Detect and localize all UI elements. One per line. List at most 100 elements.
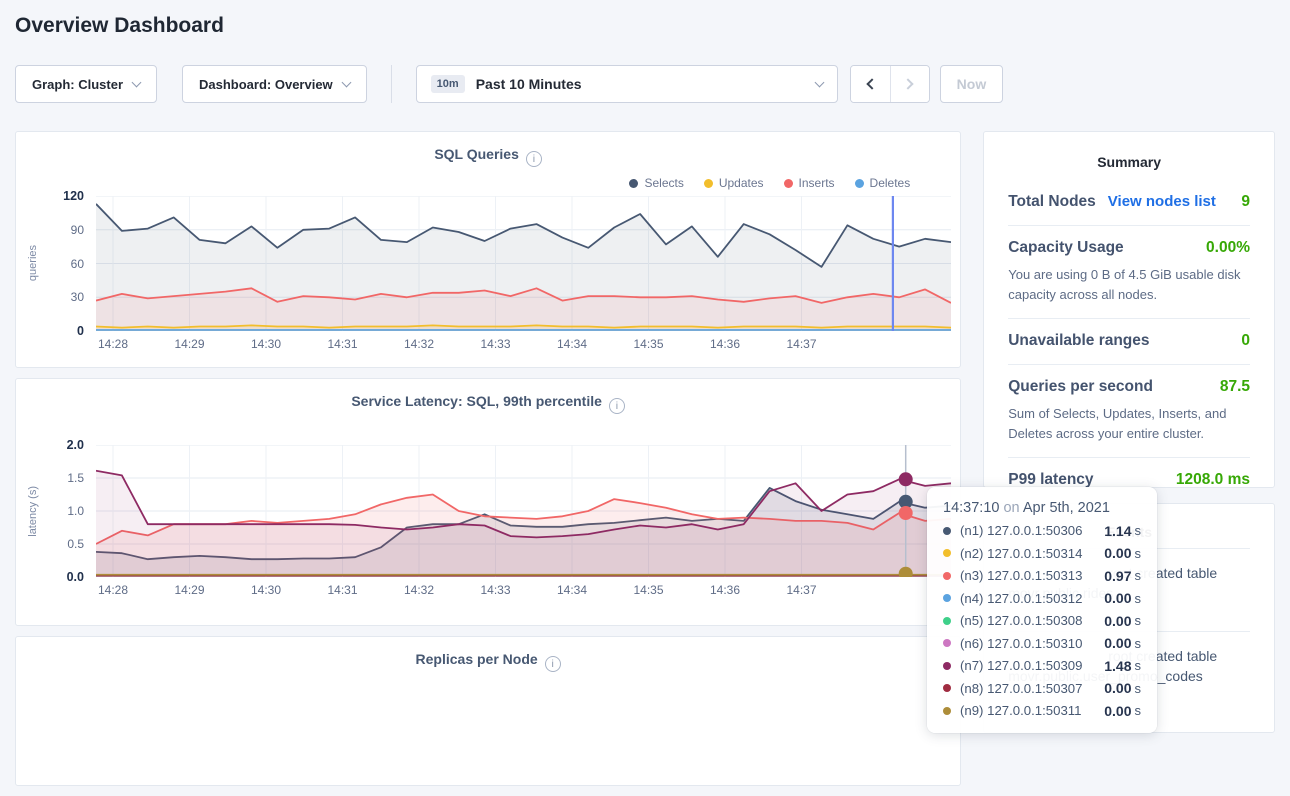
x-axis-tick: 14:31 <box>327 337 358 351</box>
tooltip-timestamp: 14:37:10 on Apr 5th, 2021 <box>943 500 1110 516</box>
y-axis-tick: 0.0 <box>66 570 84 584</box>
dashboard-controls: Graph: Cluster Dashboard: Overview 10m P… <box>15 65 1275 103</box>
summary-row-label: Capacity Usage <box>1008 239 1124 256</box>
x-axis-tick: 14:28 <box>97 337 129 351</box>
x-axis-tick: 14:29 <box>174 337 205 351</box>
x-axis-tick: 14:33 <box>480 337 511 351</box>
time-prev-button[interactable] <box>850 66 890 102</box>
series-color-dot <box>943 661 951 670</box>
sql-queries-plot[interactable] <box>96 196 951 331</box>
info-icon[interactable] <box>525 151 542 167</box>
legend-item: Deletes <box>854 176 911 190</box>
legend-label: Updates <box>718 176 764 190</box>
y-axis-tick: 90 <box>70 222 84 237</box>
x-axis-tick: 14:30 <box>250 583 282 597</box>
x-axis-tick: 14:37 <box>786 583 817 597</box>
info-icon[interactable] <box>544 656 561 672</box>
tooltip-node-row: (n9) 127.0.0.1:50311 0.00 s <box>943 703 1141 719</box>
tooltip-node-value: 0.00 <box>1104 612 1132 629</box>
x-axis-ticks: 14:28 14:29 14:30 14:31 14:32 14:33 14:34 14:35… <box>96 583 951 599</box>
y-axis-tick: 120 <box>63 189 84 203</box>
tooltip-node-row: (n4) 127.0.0.1:50312 0.00 s <box>943 590 1141 606</box>
page-title: Overview Dashboard <box>15 14 224 37</box>
time-range-selector[interactable]: 10m Past 10 Minutes <box>415 65 838 103</box>
summary-row-subtext: Sum of Selects, Updates, Inserts, and De… <box>1008 406 1227 441</box>
tooltip-node-address: (n4) 127.0.0.1:50312 <box>960 590 1083 606</box>
chart-canvas <box>96 196 951 331</box>
summary-row-subtext: You are using 0 B of 4.5 GiB usable disk… <box>1008 267 1241 302</box>
x-axis-tick: 14:30 <box>250 337 282 351</box>
summary-panel: Summary Total Nodes View nodes list 9 Capac… <box>983 131 1275 488</box>
legend-item: Inserts <box>783 176 835 190</box>
legend-label: Deletes <box>869 176 911 190</box>
tooltip-node-value: 0.00 <box>1104 680 1132 696</box>
summary-row: Capacity Usage 0.00% You are using 0 B of … <box>1008 225 1250 318</box>
time-range-label: Past 10 Minutes <box>475 76 582 92</box>
x-axis-ticks: 14:28 14:29 14:30 14:31 14:32 14:33 14:34 14:35… <box>96 337 951 353</box>
x-axis-tick: 14:33 <box>480 583 511 597</box>
y-axis-label: queries <box>27 245 39 282</box>
x-axis-tick: 14:31 <box>327 583 358 597</box>
series-color-dot <box>943 526 951 535</box>
tooltip-node-unit: s <box>1134 658 1142 673</box>
summary-row-value: 1208.0 ms <box>1175 471 1250 488</box>
tooltip-node-unit: s <box>1134 635 1142 651</box>
time-nav-group <box>849 65 930 103</box>
x-axis-tick: 14:36 <box>709 583 740 597</box>
y-axis-tick: 2.0 <box>66 438 84 452</box>
service-latency-chart-panel: Service Latency: SQL, 99th percentile la… <box>15 378 962 626</box>
series-color-dot <box>943 639 951 647</box>
tooltip-node-value: 0.00 <box>1104 702 1132 719</box>
legend-label: Inserts <box>798 176 835 190</box>
tooltip-node-row: (n8) 127.0.0.1:50307 0.00 s <box>943 680 1141 696</box>
tooltip-node-address: (n1) 127.0.0.1:50306 <box>960 523 1083 538</box>
tooltip-node-address: (n6) 127.0.0.1:50310 <box>960 635 1083 651</box>
legend-color-dot <box>703 178 713 188</box>
tooltip-node-row: (n6) 127.0.0.1:50310 0.00 s <box>943 635 1141 651</box>
summary-row-value: 0.00% <box>1206 239 1250 256</box>
graph-scope-dropdown[interactable]: Graph: Cluster <box>15 65 158 103</box>
chart-title-row: SQL Queries <box>16 146 960 167</box>
legend-label: Selects <box>644 176 684 190</box>
time-range-badge: 10m <box>430 75 465 93</box>
service-latency-plot[interactable] <box>96 445 951 577</box>
series-color-dot <box>943 594 951 602</box>
chart-canvas <box>96 445 951 577</box>
y-axis-ticks: 0 30 60 90 120 <box>44 189 90 338</box>
tooltip-node-address: (n9) 127.0.0.1:50311 <box>960 703 1082 718</box>
y-axis-tick: 1.0 <box>67 504 84 518</box>
sql-queries-chart-panel: SQL Queries Selects Updates Inserts Deletes… <box>15 131 962 368</box>
chart-legend: Selects Updates Inserts Deletes <box>629 176 910 190</box>
legend-item: Selects <box>629 176 684 190</box>
info-icon[interactable] <box>608 398 625 414</box>
legend-color-dot <box>629 178 639 188</box>
x-axis-tick: 14:35 <box>633 337 664 351</box>
chevron-down-icon <box>814 77 825 87</box>
legend-color-dot <box>854 178 864 188</box>
view-nodes-list-link[interactable]: View nodes list <box>1107 193 1216 210</box>
tooltip-node-address: (n7) 127.0.0.1:50309 <box>960 658 1083 673</box>
dashboard-dropdown[interactable]: Dashboard: Overview <box>182 65 367 103</box>
x-axis-tick: 14:34 <box>556 337 587 351</box>
x-axis-tick: 14:35 <box>633 583 664 597</box>
tooltip-node-row: (n7) 127.0.0.1:50309 1.48 s <box>943 658 1141 674</box>
graph-scope-label: Graph: Cluster <box>32 76 124 92</box>
tooltip-node-address: (n3) 127.0.0.1:50313 <box>960 568 1083 583</box>
tooltip-node-row: (n3) 127.0.0.1:50313 0.97 s <box>943 568 1141 584</box>
tooltip-node-value: 0.00 <box>1104 635 1132 651</box>
dashboard-label: Dashboard: Overview <box>199 76 333 92</box>
summary-row-value: 87.5 <box>1219 378 1250 395</box>
time-now-button[interactable]: Now <box>939 65 1004 103</box>
tooltip-node-unit: s <box>1134 613 1142 628</box>
tooltip-node-value: 1.48 <box>1104 657 1132 674</box>
summary-row-label: P99 latency <box>1008 471 1094 488</box>
summary-row-label: Queries per second <box>1008 378 1153 395</box>
tooltip-node-value: 0.00 <box>1104 590 1132 606</box>
x-axis-tick: 14:34 <box>556 583 587 597</box>
x-axis-tick: 14:28 <box>97 583 129 597</box>
series-color-dot <box>943 549 951 557</box>
tooltip-node-unit: s <box>1134 703 1142 718</box>
chevron-left-icon <box>866 78 878 90</box>
tooltip-node-row: (n1) 127.0.0.1:50306 1.14 s <box>943 523 1141 539</box>
time-next-button[interactable] <box>889 66 929 102</box>
